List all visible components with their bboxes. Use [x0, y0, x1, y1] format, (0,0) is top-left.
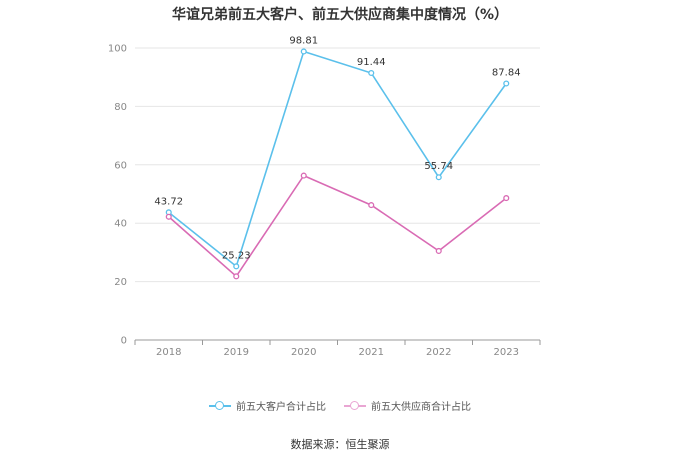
y-tick-label: 60 — [114, 160, 127, 171]
x-tick-label: 2020 — [291, 347, 316, 358]
axes: 0 20 40 60 80 100 2018 2019 2020 2021 2022 2023 — [108, 44, 541, 358]
legend-item-suppliers[interactable]: 前五大供应商合计占比 — [344, 398, 471, 413]
legend-item-customers[interactable]: 前五大客户合计占比 — [209, 398, 326, 413]
legend-marker-customers — [209, 400, 231, 411]
grid-lines — [135, 47, 540, 283]
x-tick-label: 2022 — [426, 347, 451, 358]
data-label: 87.84 — [492, 68, 521, 79]
data-point[interactable] — [368, 69, 375, 77]
data-point[interactable] — [435, 247, 442, 254]
data-point[interactable] — [233, 273, 240, 280]
data-point[interactable] — [165, 213, 172, 220]
y-tick-label: 20 — [114, 277, 127, 288]
data-label: 43.72 — [154, 196, 183, 207]
data-label: 91.44 — [357, 57, 386, 68]
legend-label-customers: 前五大客户合计占比 — [236, 402, 326, 413]
chart-title: 华谊兄弟前五大客户、前五大供应商集中度情况（%） — [171, 7, 509, 23]
data-point[interactable] — [233, 263, 240, 270]
legend-label-suppliers: 前五大供应商合计占比 — [371, 402, 471, 413]
x-tick-label: 2019 — [224, 347, 249, 358]
data-point[interactable] — [435, 174, 442, 181]
y-tick-label: 80 — [114, 102, 127, 113]
series-line-suppliers — [168, 174, 507, 278]
data-label: 98.81 — [289, 35, 318, 46]
data-point[interactable] — [300, 48, 307, 55]
x-tick-label: 2023 — [494, 347, 519, 358]
data-source-note: 数据来源：恒生聚源 — [290, 438, 390, 451]
data-point[interactable] — [503, 195, 510, 202]
y-tick-label: 100 — [108, 44, 127, 55]
y-tick-label: 40 — [114, 219, 127, 230]
legend-marker-suppliers — [344, 400, 366, 411]
legend: 前五大客户合计占比 前五大供应商合计占比 — [0, 398, 680, 413]
y-tick-label: 0 — [121, 336, 127, 347]
data-point[interactable] — [300, 172, 307, 179]
x-tick-label: 2018 — [156, 347, 181, 358]
series-group — [165, 48, 510, 280]
data-labels: 43.72 25.23 98.81 91.44 55.74 87.84 — [154, 35, 520, 261]
data-label: 25.23 — [222, 250, 251, 261]
data-label: 55.74 — [424, 161, 453, 172]
series-line-customers — [168, 50, 507, 268]
data-point[interactable] — [503, 80, 510, 87]
data-point[interactable] — [368, 202, 375, 209]
x-tick-label: 2021 — [359, 347, 384, 358]
